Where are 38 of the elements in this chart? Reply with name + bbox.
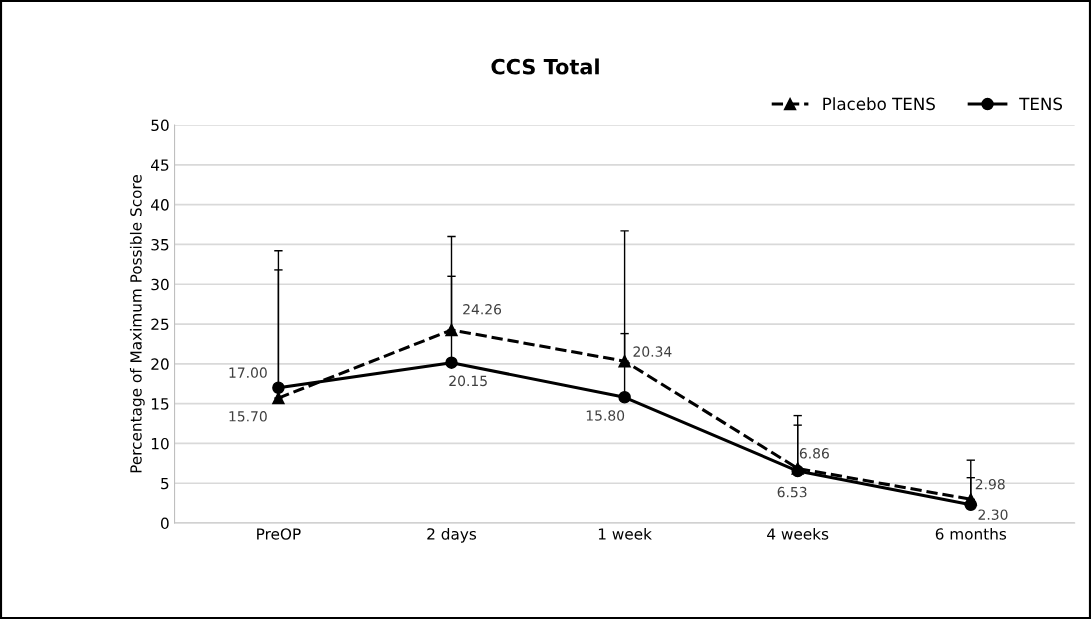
y-tick-label: 0 [160, 517, 169, 530]
y-tick-label: 45 [151, 159, 169, 171]
point [964, 498, 978, 511]
data-label: 15.70 [229, 411, 267, 422]
y-tick-label: 40 [151, 199, 169, 211]
y-tick-label: 35 [151, 238, 169, 251]
point [445, 356, 458, 369]
legend-label: TENS [1019, 97, 1063, 111]
data-label: 20.34 [633, 346, 672, 357]
y-axis-title: Percentage of Maximum Possible Score [129, 175, 145, 473]
y-tick-label: 30 [151, 278, 169, 291]
x-tick-label: 6 months [935, 527, 1007, 540]
point [618, 354, 631, 368]
data-label: 2.98 [975, 478, 1005, 490]
chart-title: CCS Total [491, 58, 599, 75]
data-label: 17.00 [229, 367, 267, 378]
y-tick-label: 50 [151, 119, 169, 132]
data-label: 6.86 [799, 448, 829, 459]
y-tick-label: 10 [151, 437, 169, 450]
x-tick-label: PreOP [257, 528, 301, 540]
y-tick-label: 20 [151, 358, 169, 370]
y-tick-label: 5 [161, 477, 169, 490]
data-label: 20.15 [449, 375, 487, 387]
x-tick-label: 2 days [427, 527, 477, 543]
point [272, 391, 285, 405]
data-label: 24.26 [463, 304, 502, 315]
legend-label: Placebo TENS [823, 97, 935, 111]
y-tick-label: 15 [151, 398, 169, 410]
point [791, 464, 804, 478]
x-tick-label: 4 weeks [767, 527, 829, 540]
point [272, 381, 285, 394]
x-tick-label: 1 week [598, 527, 652, 540]
data-label: 15.80 [586, 410, 625, 421]
point [618, 391, 631, 404]
data-label: 6.53 [777, 486, 807, 498]
y-tick-label: 25 [151, 318, 169, 331]
point [445, 323, 458, 337]
data-label: 2.30 [978, 509, 1008, 520]
